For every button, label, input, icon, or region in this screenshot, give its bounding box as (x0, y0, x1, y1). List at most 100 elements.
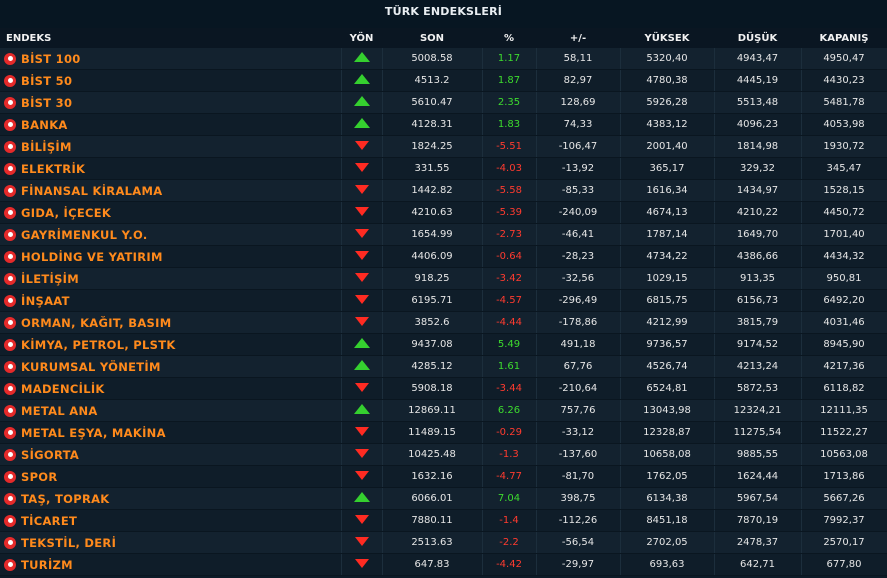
close-value: 4217,36 (801, 355, 887, 378)
turkey-flag-icon (4, 74, 16, 87)
table-row[interactable]: METAL ANA 12869.11 6.26 757,76 13043,98 12324… (0, 399, 887, 422)
low-value: 9174,52 (714, 333, 802, 356)
table-row[interactable]: KURUMSAL YÖNETİM 4285.12 1.61 67,76 4526,74 4… (0, 355, 887, 378)
index-name-cell[interactable]: FİNANSAL KİRALAMA (0, 179, 342, 202)
index-name-cell[interactable]: TAŞ, TOPRAK (0, 487, 342, 510)
direction-cell (341, 443, 383, 466)
net-change: 491,18 (536, 333, 621, 356)
index-name-cell[interactable]: TEKSTİL, DERİ (0, 531, 342, 554)
index-name-cell[interactable]: GAYRİMENKUL Y.O. (0, 223, 342, 246)
index-name: FİNANSAL KİRALAMA (21, 183, 163, 198)
table-row[interactable]: BİLİŞİM 1824.25 -5.51 -106,47 2001,40 1814,98… (0, 135, 887, 158)
table-row[interactable]: İLETİŞİM 918.25 -3.42 -32,56 1029,15 913,35 95… (0, 267, 887, 290)
turkey-flag-icon (4, 52, 16, 65)
turkey-flag-icon (4, 382, 16, 395)
index-name: TEKSTİL, DERİ (21, 535, 117, 550)
net-change: 82,97 (536, 69, 621, 92)
high-value: 6815,75 (620, 289, 715, 312)
low-value: 4096,23 (714, 113, 802, 136)
index-name: TİCARET (21, 513, 78, 528)
index-name-cell[interactable]: SPOR (0, 465, 342, 488)
arrow-down-icon (354, 514, 369, 524)
close-value: 12111,35 (801, 399, 887, 422)
col-son: SON (382, 28, 482, 48)
low-value: 5872,53 (714, 377, 802, 400)
percent-change: 1.61 (482, 355, 537, 378)
low-value: 5513,48 (714, 91, 802, 114)
table-row[interactable]: ELEKTRİK 331.55 -4.03 -13,92 365,17 329,32 345… (0, 157, 887, 180)
high-value: 6524,81 (620, 377, 715, 400)
index-name-cell[interactable]: İNŞAAT (0, 289, 342, 312)
table-row[interactable]: ORMAN, KAĞIT, BASIM 3852.6 -4.44 -178,86 421… (0, 311, 887, 334)
index-name-cell[interactable]: SİGORTA (0, 443, 342, 466)
net-change: -28,23 (536, 245, 621, 268)
direction-cell (341, 69, 383, 92)
turkey-flag-icon (4, 294, 16, 307)
index-name-cell[interactable]: BANKA (0, 113, 342, 136)
table-row[interactable]: TİCARET 7880.11 -1.4 -112,26 8451,18 7870,19 7… (0, 509, 887, 532)
index-name: BİST 100 (21, 51, 81, 66)
index-name-cell[interactable]: BİLİŞİM (0, 135, 342, 158)
arrow-down-icon (354, 426, 369, 436)
percent-change: 1.87 (482, 69, 537, 92)
table-row[interactable]: TAŞ, TOPRAK 6066.01 7.04 398,75 6134,38 5967,… (0, 487, 887, 510)
index-name-cell[interactable]: TİCARET (0, 509, 342, 532)
low-value: 4386,66 (714, 245, 802, 268)
table-row[interactable]: BİST 100 5008.58 1.17 58,11 5320,40 4943,47 49… (0, 48, 887, 70)
last-value: 1824.25 (382, 135, 483, 158)
index-name-cell[interactable]: ORMAN, KAĞIT, BASIM (0, 311, 342, 334)
table-row[interactable]: KİMYA, PETROL, PLSTK 9437.08 5.49 491,18 973… (0, 333, 887, 356)
high-value: 12328,87 (620, 421, 715, 444)
table-row[interactable]: MADENCİLİK 5908.18 -3.44 -210,64 6524,81 5872… (0, 377, 887, 400)
arrow-down-icon (354, 228, 369, 238)
index-name-cell[interactable]: GIDA, İÇECEK (0, 201, 342, 224)
low-value: 4445,19 (714, 69, 802, 92)
last-value: 5008.58 (382, 48, 483, 70)
index-name-cell[interactable]: KURUMSAL YÖNETİM (0, 355, 342, 378)
last-value: 331.55 (382, 157, 483, 180)
table-row[interactable]: FİNANSAL KİRALAMA 1442.82 -5.58 -85,33 1616,… (0, 179, 887, 202)
index-name-cell[interactable]: METAL ANA (0, 399, 342, 422)
direction-cell (341, 48, 383, 70)
table-row[interactable]: TURİZM 647.83 -4.42 -29,97 693,63 642,71 677,8… (0, 553, 887, 576)
table-row[interactable]: BİST 30 5610.47 2.35 128,69 5926,28 5513,48 54… (0, 91, 887, 114)
percent-change: -2.73 (482, 223, 537, 246)
table-row[interactable]: GAYRİMENKUL Y.O. 1654.99 -2.73 -46,41 1787,1… (0, 223, 887, 246)
turkey-flag-icon (4, 338, 16, 351)
index-name-cell[interactable]: MADENCİLİK (0, 377, 342, 400)
index-name-cell[interactable]: HOLDİNG VE YATIRIM (0, 245, 342, 268)
index-name: KURUMSAL YÖNETİM (21, 359, 161, 374)
table-row[interactable]: METAL EŞYA, MAKİNA 11489.15 -0.29 -33,12 123… (0, 421, 887, 444)
turkey-flag-icon (4, 470, 16, 483)
arrow-down-icon (354, 272, 369, 282)
index-name-cell[interactable]: METAL EŞYA, MAKİNA (0, 421, 342, 444)
direction-cell (341, 377, 383, 400)
table-row[interactable]: SİGORTA 10425.48 -1.3 -137,60 10658,08 9885,5… (0, 443, 887, 466)
last-value: 918.25 (382, 267, 483, 290)
header-row: ENDEKS YÖN SON % +/- YÜKSEK DÜŞÜK KAPANI… (0, 28, 887, 48)
arrow-down-icon (354, 294, 369, 304)
table-row[interactable]: TEKSTİL, DERİ 2513.63 -2.2 -56,54 2702,05 247… (0, 531, 887, 554)
index-name-cell[interactable]: TURİZM (0, 553, 342, 576)
index-name: MADENCİLİK (21, 381, 105, 396)
index-name-cell[interactable]: KİMYA, PETROL, PLSTK (0, 333, 342, 356)
table-row[interactable]: İNŞAAT 6195.71 -4.57 -296,49 6815,75 6156,73 6… (0, 289, 887, 312)
table-row[interactable]: BANKA 4128.31 1.83 74,33 4383,12 4096,23 4053,… (0, 113, 887, 136)
direction-cell (341, 355, 383, 378)
low-value: 12324,21 (714, 399, 802, 422)
net-change: 398,75 (536, 487, 621, 510)
turkey-flag-icon (4, 492, 16, 505)
index-name-cell[interactable]: BİST 30 (0, 91, 342, 114)
index-name-cell[interactable]: BİST 100 (0, 48, 342, 70)
table-row[interactable]: SPOR 1632.16 -4.77 -81,70 1762,05 1624,44 1713… (0, 465, 887, 488)
close-value: 1701,40 (801, 223, 887, 246)
turkey-flag-icon (4, 184, 16, 197)
index-name-cell[interactable]: ELEKTRİK (0, 157, 342, 180)
turkey-flag-icon (4, 272, 16, 285)
table-row[interactable]: GIDA, İÇECEK 4210.63 -5.39 -240,09 4674,13 42… (0, 201, 887, 224)
table-row[interactable]: BİST 50 4513.2 1.87 82,97 4780,38 4445,19 4430… (0, 69, 887, 92)
index-name-cell[interactable]: İLETİŞİM (0, 267, 342, 290)
index-name-cell[interactable]: BİST 50 (0, 69, 342, 92)
close-value: 6118,82 (801, 377, 887, 400)
table-row[interactable]: HOLDİNG VE YATIRIM 4406.09 -0.64 -28,23 4734… (0, 245, 887, 268)
